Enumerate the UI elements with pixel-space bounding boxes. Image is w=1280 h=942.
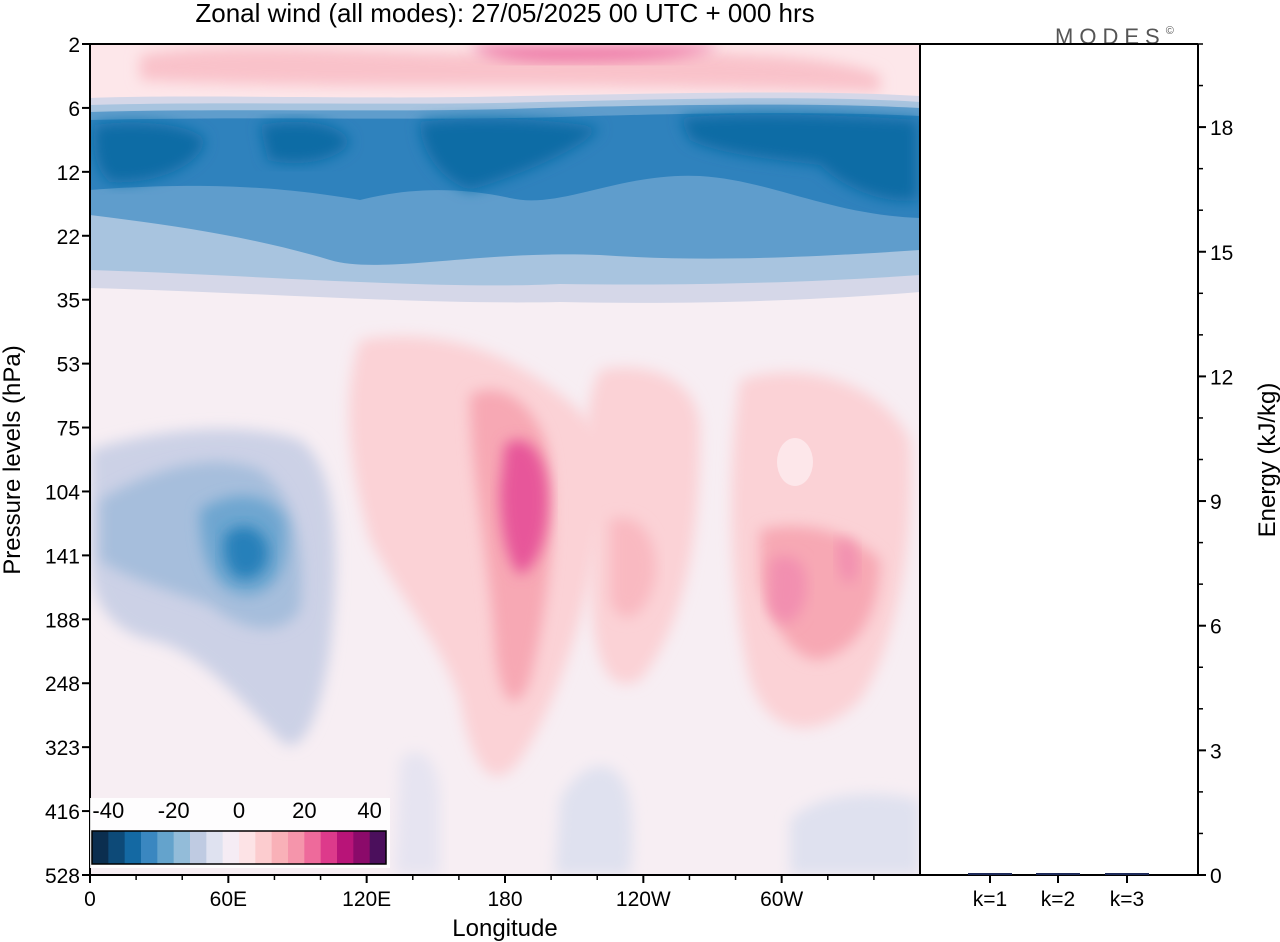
energy-bar xyxy=(1105,873,1149,875)
y-tick-label: 22 xyxy=(57,226,80,249)
westerly-med-region-3 xyxy=(610,518,656,618)
bar-category-label: k=2 xyxy=(1041,888,1075,911)
easterly-core-2 xyxy=(260,121,350,164)
energy-bar xyxy=(1036,873,1080,875)
energy-tick-label: 18 xyxy=(1210,117,1233,140)
colorbar-swatch xyxy=(141,831,158,864)
colorbar-swatch xyxy=(222,831,240,864)
easterly-core-1 xyxy=(94,122,205,183)
westerly-band-med xyxy=(140,47,880,92)
x-axis-label: Longitude xyxy=(452,915,557,942)
colorbar-swatch xyxy=(271,831,289,864)
colorbar-swatches xyxy=(92,831,387,864)
lower-easterlies xyxy=(90,429,920,875)
energy-tick-label: 3 xyxy=(1210,740,1222,763)
colorbar-swatch xyxy=(108,831,126,864)
y-tick-label: 248 xyxy=(45,673,80,696)
colorbar-swatch xyxy=(288,831,305,864)
energy-axis-label: Energy (kJ/kg) xyxy=(1254,383,1280,538)
bar-category-label: k=3 xyxy=(1110,888,1144,911)
brand-mark: © xyxy=(1166,25,1174,37)
westerly-core-60w xyxy=(768,556,807,624)
energy-tick-label: 6 xyxy=(1210,616,1222,639)
colorbar-swatch xyxy=(239,831,256,864)
colorbar-tick-label: 40 xyxy=(357,798,381,823)
colorbar-labels: -40 -20 0 20 40 xyxy=(92,798,381,823)
westerly-core-30w xyxy=(837,539,858,584)
y-tick-label: 528 xyxy=(45,865,80,888)
x-tick-label: 60E xyxy=(210,888,247,911)
upper-westerly-layer xyxy=(90,45,920,100)
colorbar-swatch xyxy=(173,831,191,864)
easterly-jet xyxy=(90,92,920,303)
colorbar-swatch xyxy=(353,831,371,864)
colorbar-swatch xyxy=(320,831,338,864)
y-tick-label: 53 xyxy=(57,354,80,377)
colorbar: -40 -20 0 20 40 xyxy=(90,798,390,868)
heatmap-plot xyxy=(90,45,920,875)
colorbar-tick-label: 20 xyxy=(292,798,316,823)
colorbar-swatch xyxy=(157,831,175,864)
colorbar-swatch xyxy=(337,831,354,864)
colorbar-frame xyxy=(91,830,387,865)
y-tick-label: 323 xyxy=(45,737,80,760)
y-tick-label: 2 xyxy=(68,34,80,57)
colorbar-swatch xyxy=(255,831,273,864)
energy-tick-label: 12 xyxy=(1210,366,1233,389)
y-tick-label: 141 xyxy=(45,545,80,568)
colorbar-swatch xyxy=(304,831,322,864)
energy-tick-label: 15 xyxy=(1210,242,1233,265)
chart-title: Zonal wind (all modes): 27/05/2025 00 UT… xyxy=(195,0,814,28)
brand-logo: MODES© xyxy=(1055,24,1174,49)
y-tick-label: 75 xyxy=(57,418,80,441)
westerly-core-180 xyxy=(500,440,549,575)
surface-lav-3 xyxy=(395,752,440,875)
energy-axis-ticks: 0 3 6 9 12 15 18 xyxy=(1198,43,1233,888)
x-tick-label: 0 xyxy=(84,888,96,911)
y-axis-label: Pressure levels (hPa) xyxy=(0,345,26,574)
bar-category-label: k=1 xyxy=(973,888,1007,911)
colorbar-tick-label: -20 xyxy=(158,798,190,823)
colorbar-swatch xyxy=(190,831,207,864)
colorbar-swatch xyxy=(124,831,142,864)
colorbar-tick-label: -40 xyxy=(92,798,124,823)
y-tick-label: 12 xyxy=(57,162,80,185)
y-axis-ticks: 2 6 12 22 35 53 75 104 141 188 248 323 416 528 xyxy=(45,34,90,888)
easterly-core-4 xyxy=(680,114,918,201)
colorbar-swatch xyxy=(206,831,224,864)
westerly-pink-region-1 xyxy=(349,336,617,777)
energy-tick-label: 9 xyxy=(1210,491,1222,514)
energy-bars: k=1 k=2 k=3 xyxy=(968,873,1149,911)
energy-bar xyxy=(968,873,1012,875)
y-tick-label: 188 xyxy=(45,609,80,632)
x-tick-label: 180 xyxy=(487,888,522,911)
y-tick-label: 6 xyxy=(68,98,80,121)
colorbar-swatch xyxy=(92,831,109,864)
westerly-hole xyxy=(777,438,813,486)
easterly-core-3 xyxy=(420,118,600,190)
y-tick-label: 35 xyxy=(57,290,80,313)
lower-westerlies xyxy=(349,336,911,777)
westerly-core xyxy=(470,45,720,62)
x-tick-label: 60W xyxy=(760,888,803,911)
surface-lav-2 xyxy=(790,794,920,875)
y-tick-label: 416 xyxy=(45,801,80,824)
easterly-core-60e xyxy=(224,526,269,579)
energy-tick-label: 0 xyxy=(1210,865,1222,888)
colorbar-tick-label: 0 xyxy=(233,798,245,823)
y-tick-label: 104 xyxy=(45,481,80,504)
x-axis-ticks: 0 60E 120E 180 120W 60W xyxy=(84,875,875,911)
brand-name: MODES xyxy=(1055,24,1166,49)
x-tick-label: 120W xyxy=(616,888,671,911)
surface-lav-1 xyxy=(555,766,633,875)
x-tick-label: 120E xyxy=(342,888,391,911)
colorbar-swatch xyxy=(369,831,387,864)
